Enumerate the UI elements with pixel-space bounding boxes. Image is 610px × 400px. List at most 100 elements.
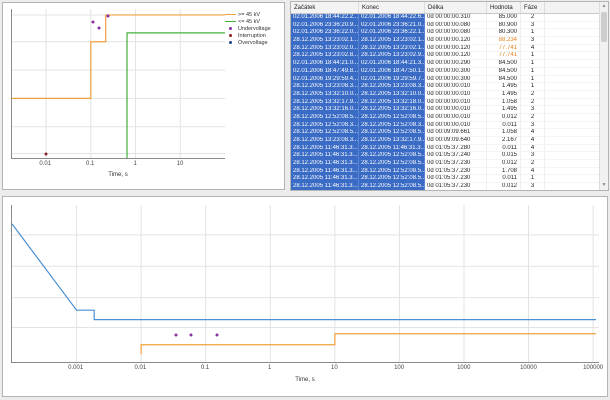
table-cell[interactable]: 28.12.2005 12:52:08.5... — [359, 113, 425, 122]
table-cell[interactable]: 0.012 — [487, 183, 521, 190]
table-cell[interactable]: 0d 01:05:37.230 — [425, 183, 487, 190]
table-cell[interactable]: 1 — [521, 75, 545, 84]
table-row[interactable]: 28.12.2005 11:46:31.3... 28.12.2005 12:52… — [291, 152, 599, 161]
table-cell[interactable]: 0d 01:05:37.280 — [425, 144, 487, 153]
table-cell[interactable]: 0d 00:00:00.010 — [425, 113, 487, 122]
table-row[interactable]: 28.12.2005 13:32:16.0... 28.12.2005 13:32… — [291, 106, 599, 114]
table-row[interactable]: 28.12.2005 12:52:08.5... 28.12.2005 12:52… — [291, 129, 599, 137]
table-row[interactable]: 28.12.2005 13:32:17.9... 28.12.2005 13:32… — [291, 98, 599, 107]
table-scrollbar[interactable]: ▲ ▼ — [599, 2, 608, 190]
table-cell[interactable]: 28.12.2005 11:46:31.3... — [359, 144, 425, 153]
table-cell[interactable]: 0d 00:00:00.300 — [425, 75, 487, 84]
table-cell[interactable]: 0d 00:09:09.640 — [425, 137, 487, 145]
table-cell[interactable]: 28.12.2005 12:52:08.5... — [359, 167, 425, 176]
table-cell[interactable]: 0d 00:00:00.010 — [425, 121, 487, 130]
table-row[interactable]: 02.01.2006 23:36:22.0... 02.01.2006 23:36… — [291, 29, 599, 38]
column-header-faze[interactable]: Fáze — [521, 2, 545, 13]
table-cell[interactable]: 1 — [521, 60, 545, 68]
table-cell[interactable]: 28.12.2005 13:23:08.3... — [291, 83, 359, 91]
table-cell[interactable]: 1 — [521, 175, 545, 184]
table-cell[interactable]: 77.741 — [487, 44, 521, 53]
vertical-splitter[interactable] — [285, 0, 290, 192]
table-cell[interactable]: 02.01.2006 18:44:22.6... — [359, 14, 425, 22]
table-cell[interactable]: 02.01.2006 19:29:59.7... — [359, 75, 425, 84]
undervoltage-event-marker[interactable] — [97, 26, 101, 30]
table-cell[interactable]: 02.01.2006 18:44:21.3... — [359, 60, 425, 68]
table-cell[interactable]: 28.12.2005 13:23:02.9... — [359, 52, 425, 61]
table-cell[interactable]: 1 — [521, 67, 545, 76]
table-cell[interactable]: 1.058 — [487, 98, 521, 107]
table-cell[interactable]: 02.01.2006 18:44:21.0... — [291, 60, 359, 68]
table-cell[interactable]: 0d 01:05:37.230 — [425, 160, 487, 168]
table-cell[interactable]: 3 — [521, 37, 545, 45]
table-cell[interactable]: 1.058 — [487, 129, 521, 137]
table-cell[interactable]: 4 — [521, 129, 545, 137]
table-cell[interactable]: 0d 00:00:00.120 — [425, 44, 487, 53]
table-cell[interactable]: 3 — [521, 21, 545, 30]
table-cell[interactable]: 1.495 — [487, 106, 521, 114]
event-marker[interactable] — [215, 333, 219, 337]
table-cell[interactable]: 0.011 — [487, 144, 521, 153]
table-cell[interactable]: 3 — [521, 106, 545, 114]
table-cell[interactable]: 28.12.2005 13:32:18.0... — [359, 98, 425, 107]
table-cell[interactable]: 84.500 — [487, 60, 521, 68]
table-cell[interactable]: 4 — [521, 44, 545, 53]
table-cell[interactable]: 28.12.2005 11:46:31.3... — [291, 183, 359, 190]
table-cell[interactable]: 4 — [521, 167, 545, 176]
table-cell[interactable]: 80.300 — [487, 29, 521, 38]
table-cell[interactable]: 02.01.2006 23:36:20.9... — [291, 21, 359, 30]
limit-chart-plot-area[interactable] — [11, 205, 599, 363]
table-row[interactable]: 28.12.2005 12:52:08.5... 28.12.2005 12:52… — [291, 113, 599, 122]
table-cell[interactable]: 02.01.2006 18:47:50.1... — [359, 67, 425, 76]
table-row[interactable]: 28.12.2005 11:46:31.3... 28.12.2005 11:46… — [291, 144, 599, 153]
table-cell[interactable]: 28.12.2005 12:52:08.5... — [359, 129, 425, 137]
table-cell[interactable]: 28.12.2005 13:32:10.0... — [359, 90, 425, 99]
table-cell[interactable]: 28.12.2005 11:46:31.3... — [291, 167, 359, 176]
table-cell[interactable]: 0.015 — [487, 152, 521, 161]
table-cell[interactable]: 0d 00:00:00.010 — [425, 83, 487, 91]
table-cell[interactable]: 28.12.2005 13:23:02.1... — [359, 44, 425, 53]
table-cell[interactable]: 4 — [521, 144, 545, 153]
table-cell[interactable]: 02.01.2006 23:36:22.0... — [291, 29, 359, 38]
table-cell[interactable]: 0.012 — [487, 113, 521, 122]
table-cell[interactable]: 1.495 — [487, 83, 521, 91]
table-cell[interactable]: 1 — [521, 83, 545, 91]
table-row[interactable]: 02.01.2006 18:44:22.2... 02.01.2006 18:44… — [291, 14, 599, 22]
table-row[interactable]: 02.01.2006 23:36:20.9... 02.01.2006 23:36… — [291, 21, 599, 30]
table-cell[interactable]: 28.12.2005 12:52:08.5... — [359, 175, 425, 184]
table-cell[interactable]: 02.01.2006 23:36:21.0... — [359, 21, 425, 30]
table-cell[interactable]: 28.12.2005 13:32:17.9... — [291, 98, 359, 107]
table-cell[interactable]: 0d 00:00:00.010 — [425, 90, 487, 99]
table-cell[interactable]: 0d 00:00:00.010 — [425, 98, 487, 107]
table-cell[interactable]: 0d 00:00:00.300 — [425, 67, 487, 76]
table-cell[interactable]: 0d 00:00:00.080 — [425, 21, 487, 30]
table-cell[interactable]: 02.01.2006 18:47:49.8... — [291, 67, 359, 76]
table-cell[interactable]: 0d 00:00:00.120 — [425, 37, 487, 45]
table-cell[interactable]: 84.500 — [487, 75, 521, 84]
column-header-hodnota[interactable]: Hodnota — [487, 2, 521, 13]
table-cell[interactable]: 28.12.2005 11:46:31.3... — [291, 175, 359, 184]
table-cell[interactable]: 3 — [521, 152, 545, 161]
table-cell[interactable]: 0.012 — [487, 160, 521, 168]
table-cell[interactable]: 2 — [521, 90, 545, 99]
table-cell[interactable]: 28.12.2005 13:23:08.3... — [359, 83, 425, 91]
table-cell[interactable]: 28.12.2005 13:23:02.1... — [291, 37, 359, 45]
table-cell[interactable]: 28.12.2005 13:32:16.0... — [291, 106, 359, 114]
table-cell[interactable]: 28.12.2005 12:52:08.5... — [359, 152, 425, 161]
table-cell[interactable]: 88.234 — [487, 37, 521, 45]
table-cell[interactable]: 0d 01:05:37.230 — [425, 167, 487, 176]
table-cell[interactable]: 28.12.2005 11:46:31.3... — [291, 160, 359, 168]
table-cell[interactable]: 0d 00:00:00.080 — [425, 29, 487, 38]
table-cell[interactable]: 0.011 — [487, 175, 521, 184]
table-cell[interactable]: 3 — [521, 183, 545, 190]
table-cell[interactable]: 28.12.2005 13:32:17.9... — [359, 137, 425, 145]
column-header-delka[interactable]: Délka — [425, 2, 487, 13]
table-row[interactable]: 28.12.2005 13:32:10.0... 28.12.2005 13:32… — [291, 90, 599, 99]
table-cell[interactable]: 2.167 — [487, 137, 521, 145]
table-row[interactable]: 28.12.2005 13:23:02.8... 28.12.2005 13:23… — [291, 52, 599, 61]
table-cell[interactable]: 0.011 — [487, 121, 521, 130]
table-cell[interactable]: 0d 01:05:37.230 — [425, 175, 487, 184]
table-cell[interactable]: 84.500 — [487, 67, 521, 76]
table-cell[interactable]: 3 — [521, 121, 545, 130]
table-row[interactable]: 28.12.2005 11:46:31.3... 28.12.2005 12:52… — [291, 175, 599, 184]
